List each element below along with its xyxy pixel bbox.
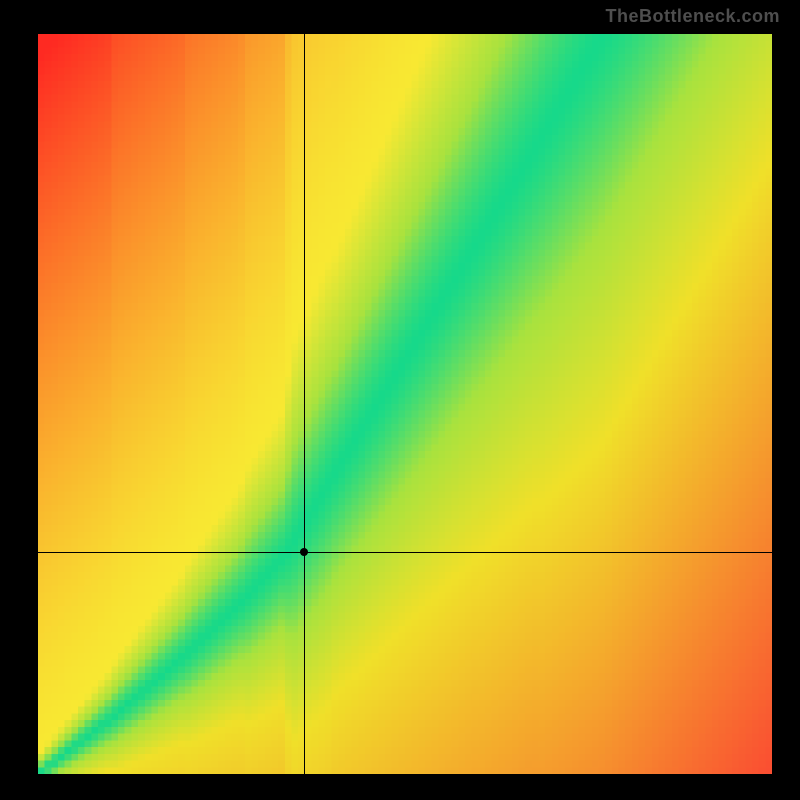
chart-container: TheBottleneck.com xyxy=(0,0,800,800)
heatmap-plot xyxy=(38,34,772,774)
crosshair-vertical xyxy=(304,34,305,774)
heatmap-canvas xyxy=(38,34,772,774)
watermark-text: TheBottleneck.com xyxy=(605,6,780,27)
crosshair-horizontal xyxy=(38,552,772,553)
